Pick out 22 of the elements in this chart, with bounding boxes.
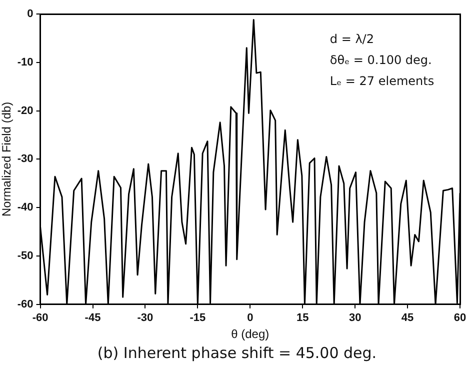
x-tick-label: -15 (190, 312, 206, 324)
x-tick-label: 0 (247, 312, 254, 324)
y-tick-label: -10 (17, 56, 34, 68)
x-axis-title: θ (deg) (231, 327, 270, 342)
annotation: d = λ/2 (330, 32, 374, 46)
x-tick-label: -30 (137, 312, 154, 324)
x-tick-label: 60 (454, 312, 466, 324)
y-tick-label: -20 (17, 104, 34, 117)
y-tick-label: -50 (17, 250, 34, 262)
annotation: δθₑ = 0.100 deg. (330, 53, 432, 68)
x-tick-label: 15 (296, 312, 309, 324)
x-tick-label: -60 (32, 312, 48, 324)
y-tick-label: -60 (17, 298, 34, 310)
y-tick-label: -30 (17, 153, 34, 166)
annotation: Lₑ = 27 elements (330, 74, 434, 88)
y-axis-title: Normalized Field (db) (0, 102, 14, 217)
y-tick-label: 0 (27, 8, 34, 20)
y-tick-label: -40 (17, 202, 34, 214)
x-tick-label: 30 (348, 312, 362, 324)
text: (b) Inherent phase shift = 45.00 deg. (96, 344, 378, 362)
x-tick-label: -45 (84, 312, 101, 324)
x-tick-label: 45 (401, 312, 414, 324)
